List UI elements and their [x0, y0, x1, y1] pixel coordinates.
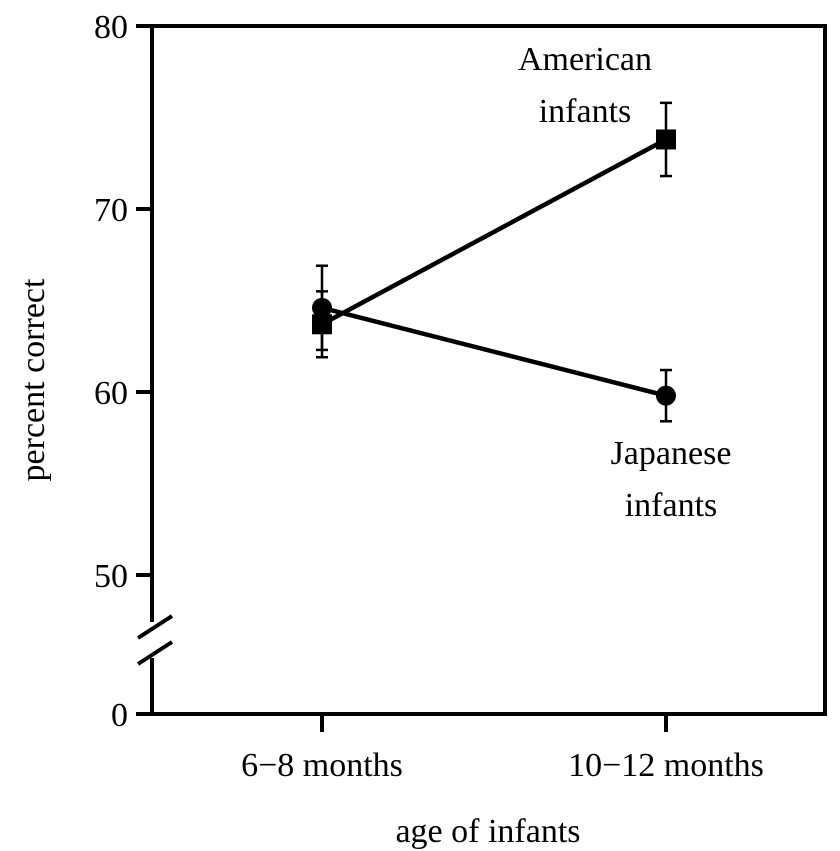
axis-break-mark-lower [136, 640, 174, 666]
japanese-series-line [321, 305, 667, 398]
japanese-data-point [312, 297, 332, 318]
american-data-point [656, 129, 676, 150]
x-tick-label: 10−12 months [568, 747, 764, 784]
american-series-annotation: infants [539, 93, 632, 130]
japanese-series-annotation: Japanese [611, 435, 732, 472]
japanese-data-point [656, 385, 676, 406]
y-tick-label: 50 [94, 558, 128, 595]
y-axis-title: percent correct [15, 278, 52, 481]
y-tick-label: 0 [111, 697, 128, 734]
axis-break-mark-upper [136, 614, 174, 640]
y-tick-label: 80 [94, 9, 128, 46]
y-tick-label: 70 [94, 192, 128, 229]
american-series-annotation: American [518, 41, 652, 78]
japanese-series-annotation: infants [625, 487, 718, 524]
american-series-line [320, 137, 668, 327]
x-tick-label: 6−8 months [241, 747, 403, 784]
y-tick-label: 60 [94, 375, 128, 412]
x-axis-title: age of infants [395, 813, 580, 850]
